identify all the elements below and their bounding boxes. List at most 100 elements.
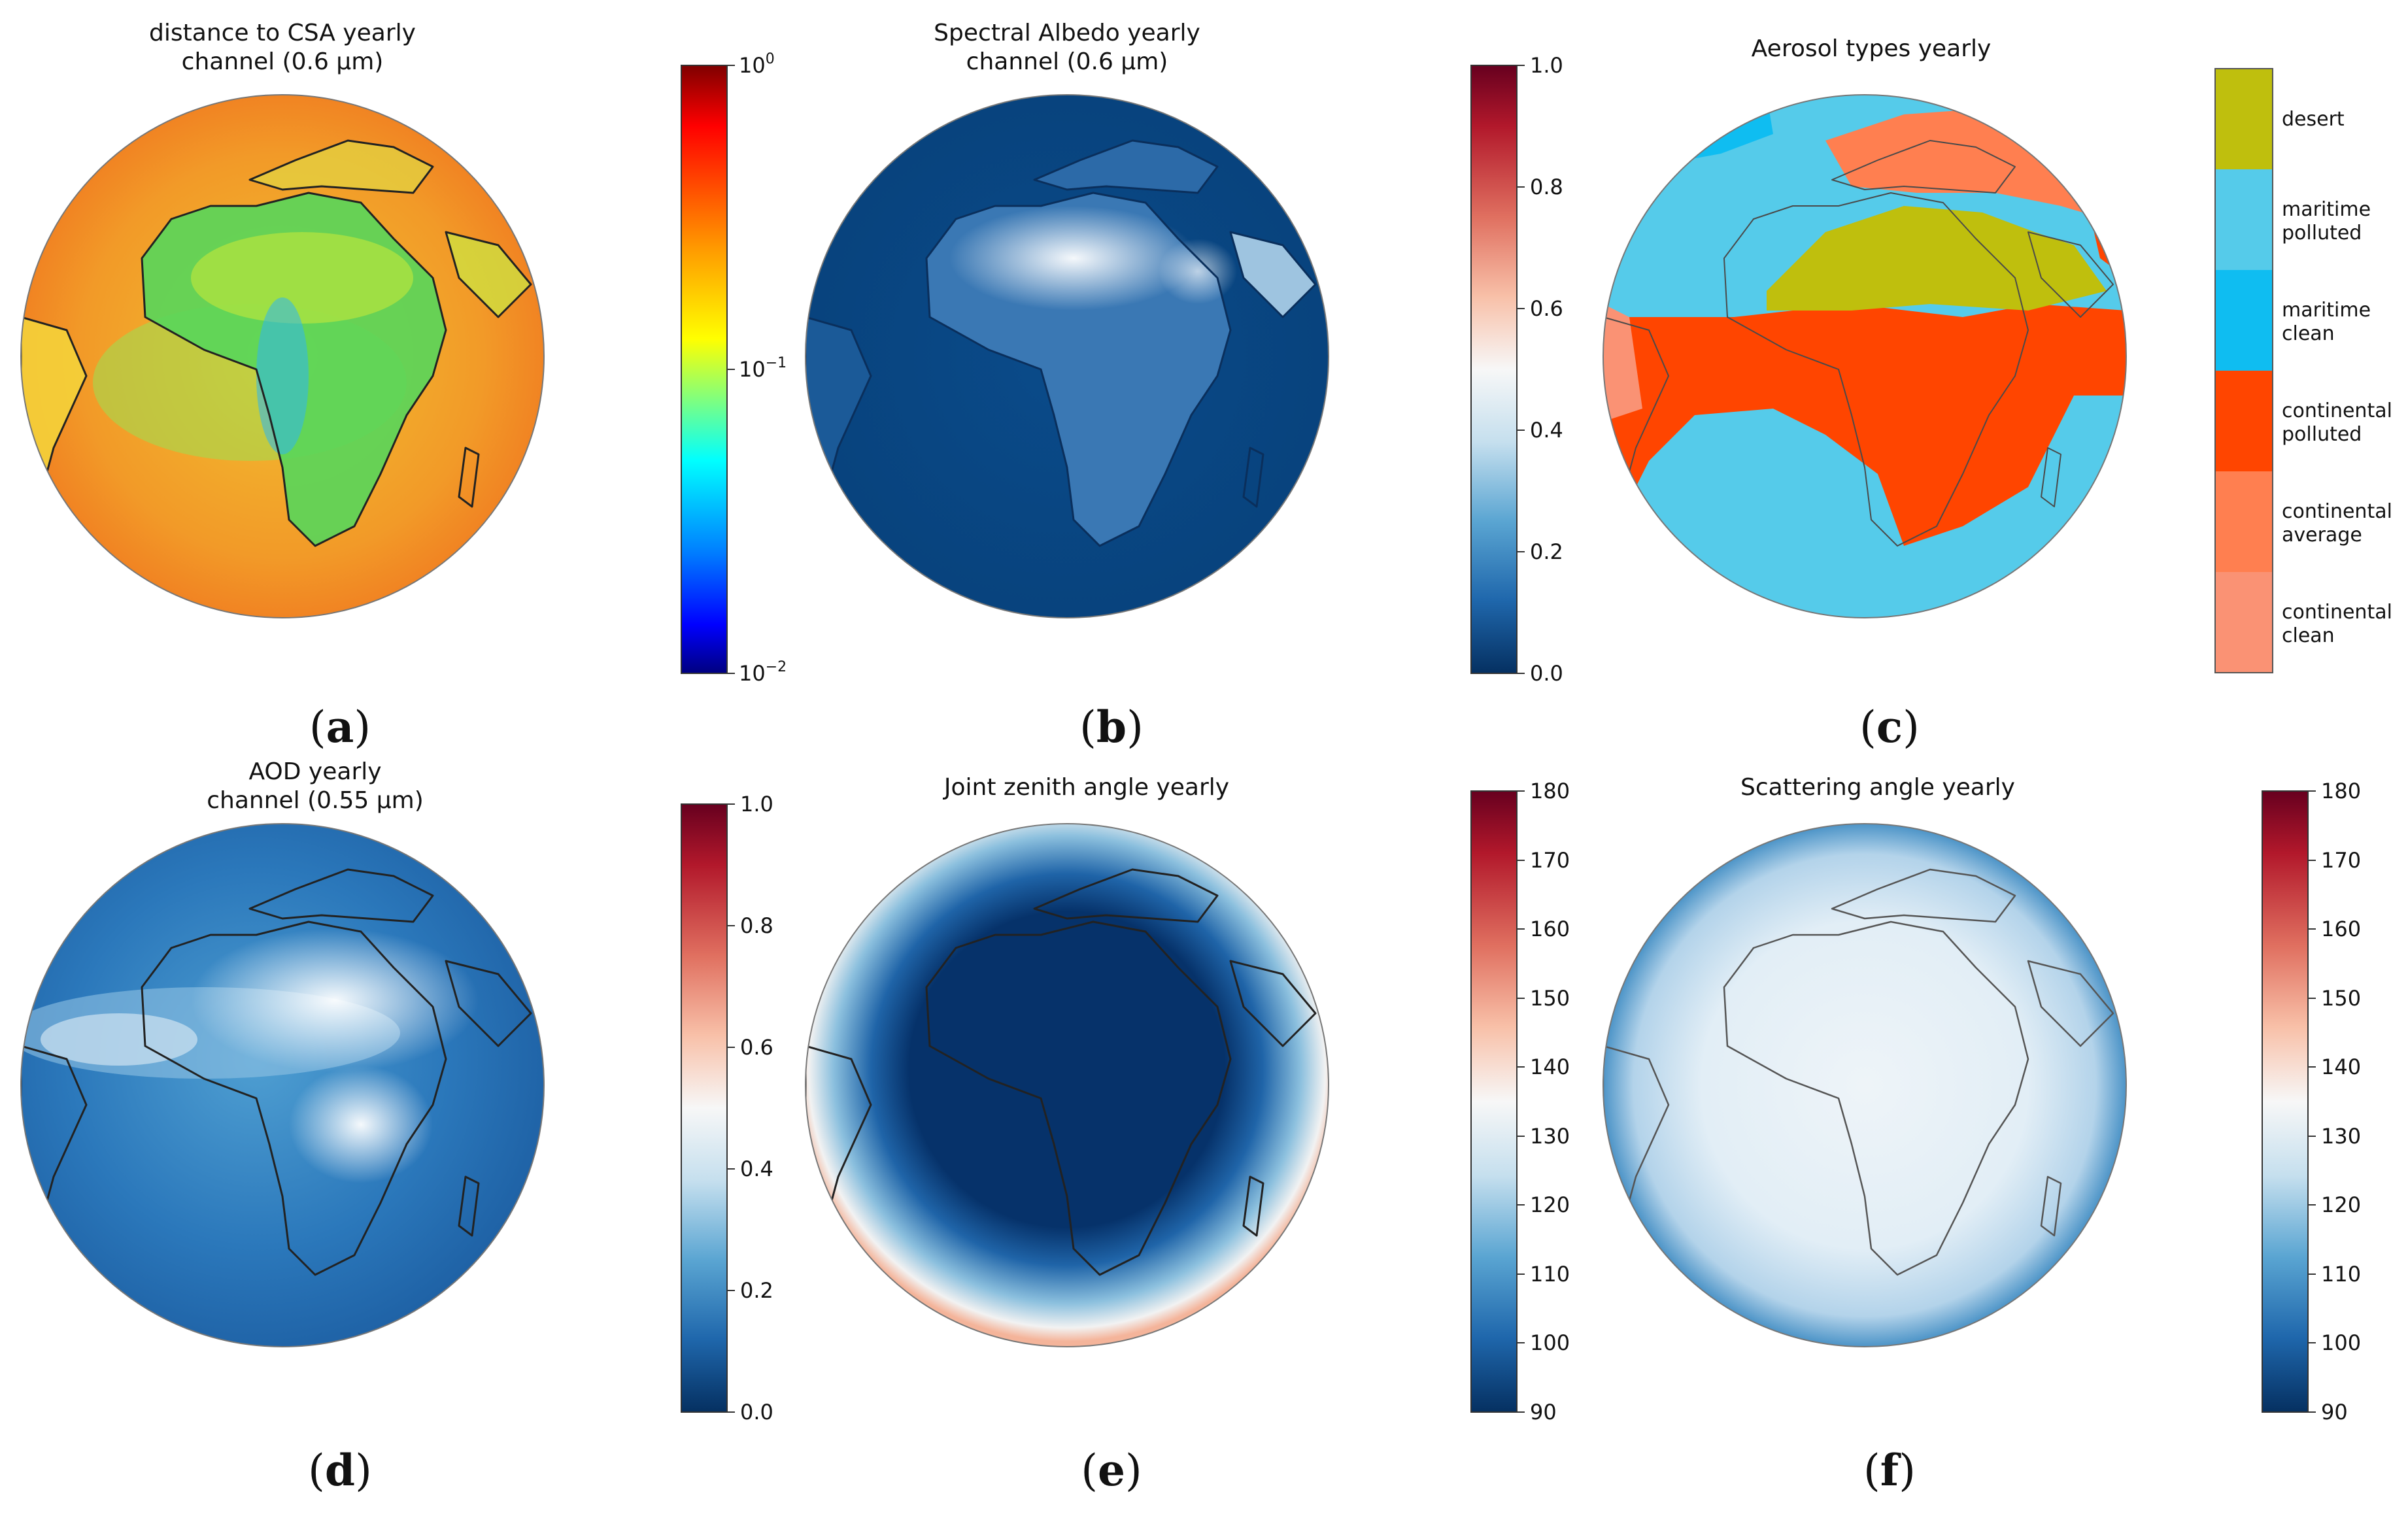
svg-text:10−2: 10−2 bbox=[739, 659, 787, 686]
panel-f-tick-9: 100 bbox=[2321, 1330, 2361, 1355]
legend-label-maritime-clean-2: clean bbox=[2282, 322, 2335, 345]
panel-f: Scattering angle yearly bbox=[1603, 774, 2127, 1347]
legend-item-continental-clean: continental clean bbox=[2215, 572, 2392, 673]
panel-a-title-line-1: distance to CSA yearly bbox=[149, 20, 416, 46]
panel-d-globe bbox=[21, 824, 544, 1347]
panel-f-tick-8: 110 bbox=[2321, 1262, 2361, 1287]
panel-a-tick-base-1: 10 bbox=[739, 53, 766, 78]
legend-item-continental-polluted: continental polluted bbox=[2215, 371, 2392, 471]
panel-b-tick-2: 0.8 bbox=[1530, 175, 1563, 199]
panel-a-label-letter: a bbox=[326, 701, 354, 752]
panel-f-label: (f) bbox=[1863, 1445, 1916, 1496]
panel-e-title-line-1: Joint zenith angle yearly bbox=[943, 774, 1229, 801]
panel-d-tick-6: 0.0 bbox=[740, 1400, 773, 1425]
legend-label-continental-polluted-1: continental bbox=[2282, 399, 2392, 422]
panel-c-globe bbox=[1603, 95, 2126, 618]
panel-e-globe bbox=[805, 824, 1329, 1347]
panel-f-tick-10: 90 bbox=[2321, 1400, 2348, 1425]
panel-e-tick-3: 160 bbox=[1530, 917, 1570, 941]
panel-f-tick-5: 140 bbox=[2321, 1054, 2361, 1079]
panel-f-tick-4: 150 bbox=[2321, 986, 2361, 1011]
legend-label-maritime-clean-1: maritime bbox=[2282, 299, 2371, 322]
panel-a: distance to CSA yearly channel (0.6 μm) bbox=[20, 20, 545, 618]
panel-b-colorbar-ticks: 1.0 0.8 0.6 0.4 0.2 0.0 bbox=[1517, 53, 1563, 686]
panel-f-colorbar: 180 170 160 150 140 130 120 110 100 90 bbox=[2262, 779, 2361, 1425]
panel-f-tick-2: 170 bbox=[2321, 848, 2361, 873]
panel-b-colorbar: 1.0 0.8 0.6 0.4 0.2 0.0 bbox=[1470, 53, 1563, 686]
panel-f-tick-3: 160 bbox=[2321, 917, 2361, 941]
panel-e-label: (e) bbox=[1081, 1445, 1142, 1496]
legend-item-maritime-polluted: maritime polluted bbox=[2215, 169, 2371, 270]
panel-a-label: (a) bbox=[309, 701, 371, 752]
panel-b-tick-4: 0.4 bbox=[1530, 418, 1563, 443]
panel-b-globe bbox=[805, 95, 1329, 618]
legend-label-desert: desert bbox=[2282, 108, 2345, 131]
legend-label-continental-clean-2: clean bbox=[2282, 624, 2335, 647]
panel-e-tick-5: 140 bbox=[1530, 1054, 1570, 1079]
legend-item-desert: desert bbox=[2215, 69, 2345, 169]
legend-label-continental-polluted-2: polluted bbox=[2282, 423, 2362, 446]
legend-label-continental-clean-1: continental bbox=[2282, 601, 2392, 624]
legend-label-continental-average-2: average bbox=[2282, 524, 2362, 547]
panel-a-tick-exp-1: 0 bbox=[766, 51, 775, 67]
panel-a-tick-exp-2: −1 bbox=[766, 355, 787, 371]
panel-a-colorbar-tick-3: 10−2 bbox=[727, 659, 787, 686]
panel-b-title-line-1: Spectral Albedo yearly bbox=[934, 20, 1200, 46]
panel-e-colorbar: 180 170 160 150 140 130 120 110 100 90 bbox=[1470, 779, 1570, 1425]
panel-d-title-line-2: channel (0.55 μm) bbox=[207, 787, 424, 814]
legend-item-maritime-clean: maritime clean bbox=[2215, 270, 2371, 371]
panel-e-tick-9: 100 bbox=[1530, 1330, 1570, 1355]
legend-label-maritime-polluted-2: polluted bbox=[2282, 222, 2362, 245]
panel-f-globe bbox=[1603, 824, 2126, 1347]
panel-d-tick-3: 0.6 bbox=[740, 1035, 773, 1060]
panel-e-tick-8: 110 bbox=[1530, 1262, 1570, 1287]
panel-c-legend: desert maritime polluted maritime clean … bbox=[2214, 68, 2392, 673]
panel-f-tick-7: 120 bbox=[2321, 1192, 2361, 1217]
panel-e: Joint zenith angle yearly bbox=[805, 774, 1329, 1347]
panel-d-title-line-1: AOD yearly bbox=[248, 758, 381, 785]
panel-a-globe bbox=[21, 95, 544, 618]
panel-c: Aerosol types yearly bbox=[1603, 35, 2127, 618]
panel-c-title-line-1: Aerosol types yearly bbox=[1752, 35, 1992, 62]
panel-f-tick-6: 130 bbox=[2321, 1124, 2361, 1149]
panel-a-tick-base-2: 10 bbox=[739, 357, 766, 382]
panel-e-tick-10: 90 bbox=[1530, 1400, 1557, 1425]
panel-d: AOD yearly channel (0.55 μm) bbox=[20, 758, 545, 1347]
legend-label-continental-average-1: continental bbox=[2282, 500, 2392, 523]
panel-f-title-line-1: Scattering angle yearly bbox=[1740, 774, 2015, 801]
panel-b-label: (b) bbox=[1079, 701, 1144, 752]
panel-b-tick-6: 0.0 bbox=[1530, 661, 1563, 686]
panel-e-tick-2: 170 bbox=[1530, 848, 1570, 873]
panel-f-label-letter: f bbox=[1880, 1445, 1901, 1496]
panel-b-tick-1: 1.0 bbox=[1530, 53, 1563, 78]
legend-item-continental-average: continental average bbox=[2215, 471, 2392, 572]
panel-f-tick-1: 180 bbox=[2321, 779, 2361, 803]
panel-e-tick-4: 150 bbox=[1530, 986, 1570, 1011]
panel-b-title-line-2: channel (0.6 μm) bbox=[966, 48, 1168, 75]
panel-d-tick-4: 0.4 bbox=[740, 1156, 773, 1181]
panel-e-tick-1: 180 bbox=[1530, 779, 1570, 803]
panel-d-colorbar: 1.0 0.8 0.6 0.4 0.2 0.0 bbox=[681, 792, 773, 1425]
panel-c-label: (c) bbox=[1859, 701, 1920, 752]
panel-d-tick-5: 0.2 bbox=[740, 1278, 773, 1303]
panel-b-tick-5: 0.2 bbox=[1530, 539, 1563, 564]
panel-e-tick-7: 120 bbox=[1530, 1192, 1570, 1217]
panel-a-title-line-2: channel (0.6 μm) bbox=[182, 48, 384, 75]
svg-text:100: 100 bbox=[739, 51, 775, 78]
panel-d-label-letter: d bbox=[325, 1445, 355, 1496]
panel-c-label-letter: c bbox=[1876, 701, 1903, 752]
panel-a-tick-exp-3: −2 bbox=[766, 659, 787, 675]
panel-a-colorbar: 100 10−1 10−2 bbox=[681, 51, 787, 686]
panel-d-tick-1: 1.0 bbox=[740, 792, 773, 817]
panel-b: Spectral Albedo yearly channel (0.6 μm) bbox=[805, 20, 1329, 618]
panel-e-tick-6: 130 bbox=[1530, 1124, 1570, 1149]
panel-a-colorbar-tick-1: 100 bbox=[727, 51, 775, 78]
panel-b-tick-3: 0.6 bbox=[1530, 296, 1563, 321]
panel-e-label-letter: e bbox=[1098, 1445, 1125, 1496]
svg-text:10−1: 10−1 bbox=[739, 355, 787, 382]
panel-d-label: (d) bbox=[308, 1445, 372, 1496]
panel-b-label-letter: b bbox=[1096, 701, 1127, 752]
panel-a-tick-base-3: 10 bbox=[739, 661, 766, 686]
panel-d-tick-2: 0.8 bbox=[740, 913, 773, 938]
